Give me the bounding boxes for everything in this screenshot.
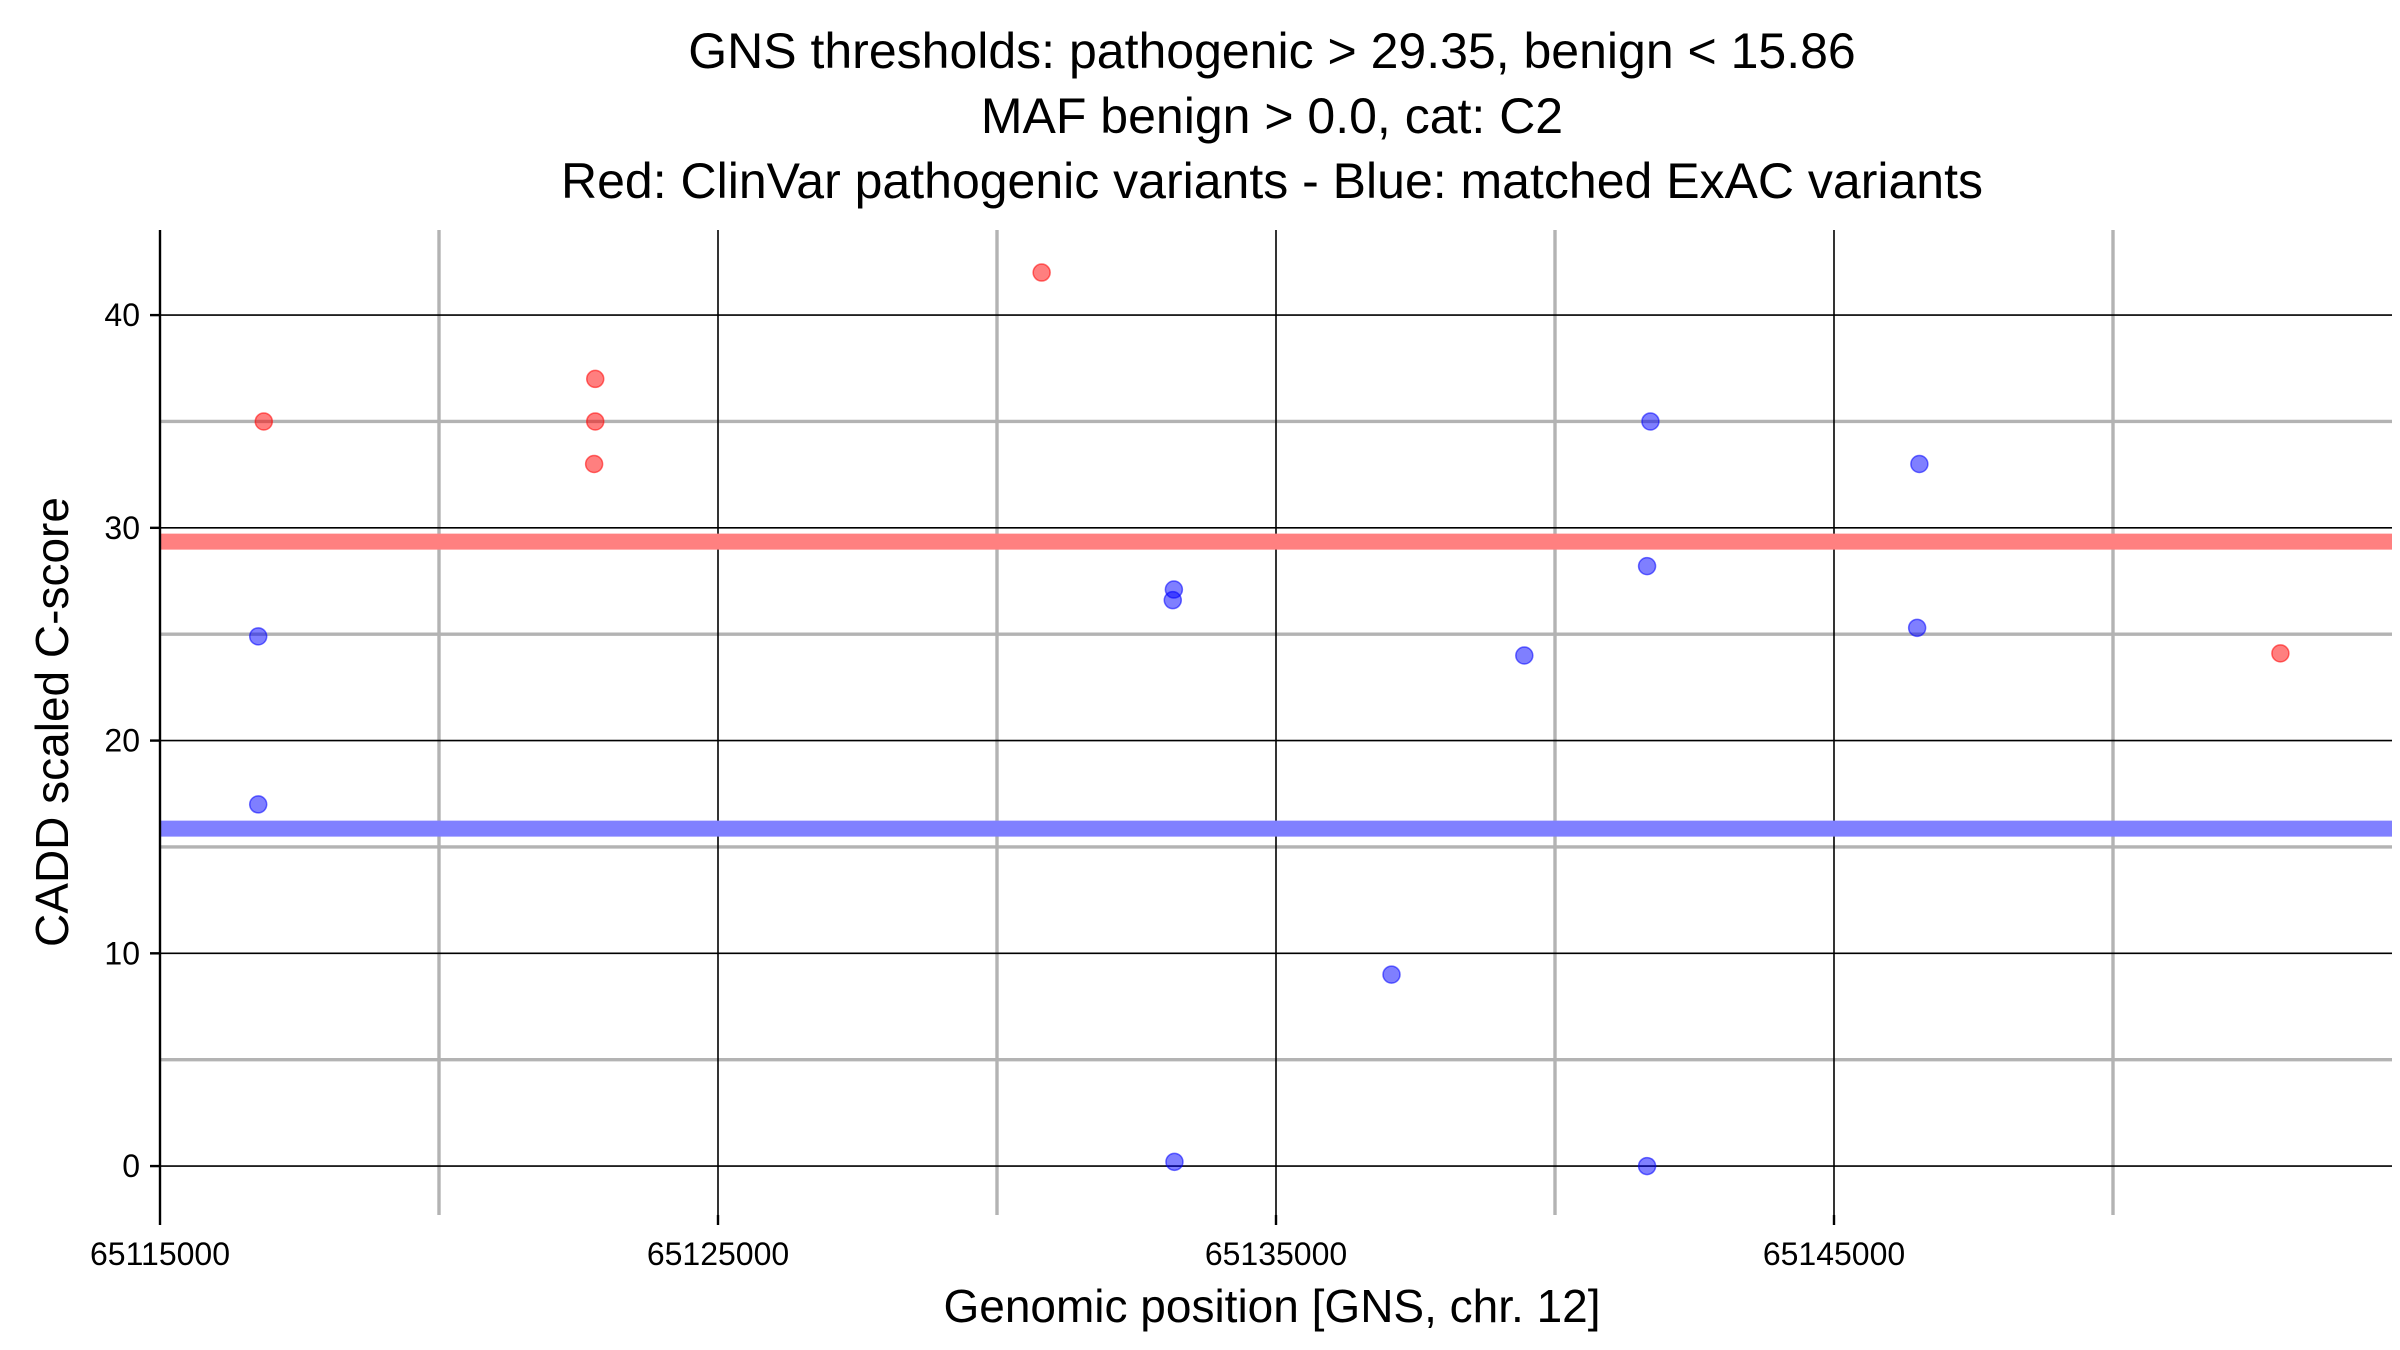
series-0-point-2: [585, 412, 605, 431]
series-1-point-4: [1165, 1152, 1184, 1172]
y-tick-label-3: 30: [104, 510, 140, 546]
series-1-point-6: [1515, 646, 1534, 665]
series-1-point-9: [1637, 1156, 1657, 1176]
series-1-point-11: [1907, 618, 1927, 638]
y-tick-label-2: 20: [104, 723, 140, 759]
series-1-point-8: [1637, 556, 1657, 576]
series-0-point-4: [1032, 263, 1051, 282]
series-1-point-1: [248, 795, 268, 814]
x-tick-label-2: 65135000: [1205, 1236, 1347, 1272]
major-gridlines: [159, 230, 2392, 1215]
x-tick-label-3: 65145000: [1763, 1236, 1905, 1272]
x-axis-label: Genomic position [GNS, chr. 12]: [943, 1280, 1600, 1332]
series-1-point-10: [1910, 454, 1929, 474]
title-line-3: Red: ClinVar pathogenic variants - Blue:…: [561, 153, 1983, 209]
data-points: [248, 263, 2290, 1176]
threshold-lines: [160, 533, 2392, 837]
tick-labels: 0 10 20 30 40 65115000 65125000 65135000 6514500…: [90, 297, 1905, 1272]
x-tick-label-1: 65125000: [647, 1236, 789, 1272]
title-line-1: GNS thresholds: pathogenic > 29.35, beni…: [688, 23, 1856, 79]
y-tick-label-0: 0: [122, 1148, 140, 1184]
series-0-point-1: [585, 369, 605, 389]
series-1-point-0: [248, 627, 268, 646]
y-axis-label: CADD scaled C-score: [26, 497, 78, 947]
series-1-point-7: [1641, 412, 1660, 431]
series-1-point-5: [1382, 965, 1401, 984]
chart-title: GNS thresholds: pathogenic > 29.35, beni…: [561, 23, 1983, 209]
title-line-2: MAF benign > 0.0, cat: C2: [981, 88, 1563, 144]
x-tick-label-0: 65115000: [90, 1236, 230, 1272]
series-0-point-3: [584, 454, 604, 474]
y-tick-label-1: 10: [104, 935, 140, 971]
series-0-point-5: [2271, 644, 2290, 663]
series-0-point-0: [254, 412, 274, 431]
axes: [150, 230, 1836, 1225]
series-1-point-3: [1163, 590, 1183, 610]
y-tick-label-4: 40: [104, 297, 140, 333]
